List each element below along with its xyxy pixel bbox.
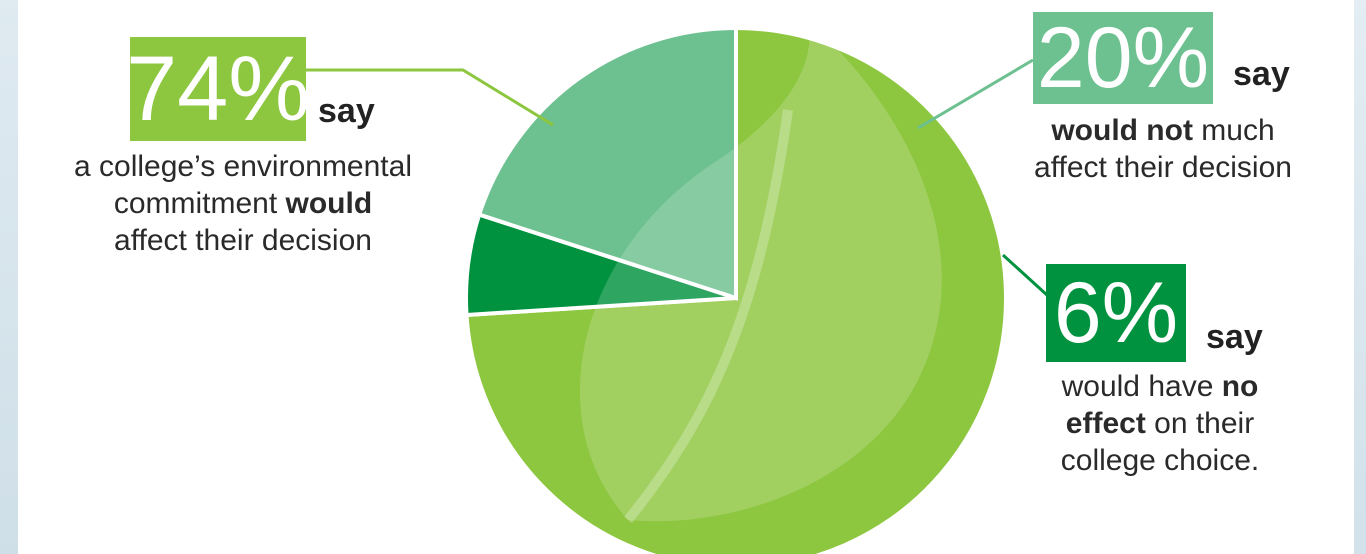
callout-bottom-right-percent: 6% bbox=[1046, 264, 1186, 362]
left-frame-border bbox=[0, 0, 18, 554]
callout-left-percent: 74% bbox=[125, 37, 311, 141]
callout-bottom-right-say: say bbox=[1206, 318, 1263, 356]
leader-line-left bbox=[293, 68, 554, 127]
callout-bottom-right-line3: college choice. bbox=[1060, 444, 1260, 477]
callout-top-right-line2: affect their decision bbox=[1034, 151, 1292, 184]
callout-bottom-right-description: would have no effect on their college ch… bbox=[1010, 368, 1310, 479]
callout-left-line1: a college’s environmental bbox=[74, 150, 412, 183]
callout-left-say: say bbox=[318, 92, 375, 130]
callout-top-right-say: say bbox=[1233, 55, 1290, 93]
callout-bottom-right-line2: effect on their bbox=[1065, 407, 1255, 440]
infographic-canvas: 74% say a college’s environmental commit… bbox=[18, 0, 1354, 554]
right-frame-border bbox=[1354, 0, 1366, 554]
pie-chart bbox=[293, 25, 1060, 554]
callout-left-description: a college’s environmental commitment wou… bbox=[8, 148, 478, 259]
leaf-watermark bbox=[579, 28, 942, 524]
callout-top-right-percent: 20% bbox=[1033, 12, 1213, 104]
callout-bottom-right-line1: would have no bbox=[1061, 370, 1259, 403]
callout-top-right-line1: would not much bbox=[1051, 114, 1275, 147]
pie-slice-20 bbox=[476, 25, 738, 301]
callout-top-right-description: would not much affect their decision bbox=[973, 112, 1353, 186]
callout-left-line2: commitment would bbox=[113, 187, 373, 220]
callout-left-line3: affect their decision bbox=[114, 224, 372, 257]
leader-line-top-right bbox=[917, 58, 1034, 130]
